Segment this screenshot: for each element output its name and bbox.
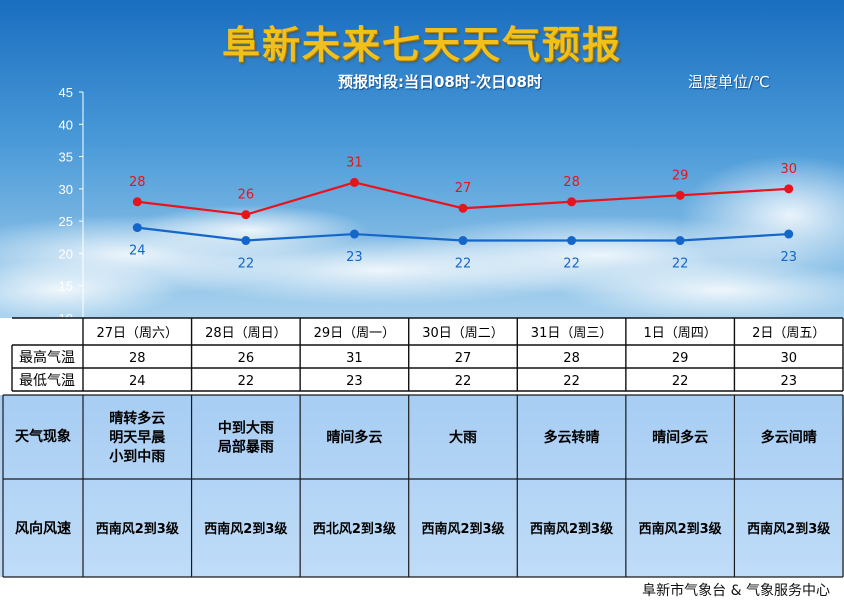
high-temp-row-label: 最高气温 [19, 349, 75, 366]
high-temp-point [349, 177, 359, 187]
day-header: 27日（周六） [97, 326, 179, 341]
high-temp-cell: 26 [238, 351, 255, 366]
y-tick-label: 45 [59, 85, 73, 100]
wind-description: 西南风2到3级 [530, 521, 614, 537]
weather-row-label: 天气现象 [15, 428, 71, 445]
high-temp-cell: 31 [346, 351, 363, 366]
weather-description: 多云转晴 [544, 429, 600, 446]
cloud-shape [0, 260, 180, 320]
low-temp-point [675, 236, 685, 246]
low-temp-data-label: 22 [672, 257, 689, 272]
low-temp-point [132, 223, 142, 233]
weather-description: 大雨 [449, 429, 477, 446]
y-tick-label: 30 [59, 182, 73, 197]
forecast-period: 预报时段:当日08时-次日08时 [338, 73, 542, 91]
high-temp-point [458, 203, 468, 213]
low-temp-data-label: 24 [129, 244, 146, 259]
high-temp-point [567, 197, 577, 207]
low-temp-data-label: 22 [563, 257, 580, 272]
weather-description: 明天早晨 [109, 430, 166, 446]
low-temp-point [784, 229, 794, 239]
day-header: 31日（周三） [531, 326, 613, 341]
page-title: 阜新未来七天天气预报 [221, 22, 622, 67]
day-header: 29日（周一） [314, 326, 396, 341]
high-temp-cell: 30 [780, 351, 797, 366]
day-header: 1日（周四） [644, 326, 717, 341]
weather-description: 局部暴雨 [218, 439, 274, 456]
temperature-table-background [0, 318, 844, 392]
high-temp-data-label: 28 [563, 175, 580, 190]
low-temp-point [567, 236, 577, 246]
high-temp-cell: 28 [129, 351, 146, 366]
weather-description: 中到大雨 [218, 420, 274, 437]
day-header: 2日（周五） [752, 326, 825, 341]
high-temp-data-label: 26 [238, 188, 255, 203]
y-tick-label: 20 [59, 246, 73, 261]
day-header: 30日（周二） [422, 326, 504, 341]
high-temp-data-label: 30 [780, 162, 797, 177]
high-temp-cell: 29 [672, 351, 689, 366]
low-temp-cell: 23 [780, 374, 797, 389]
low-temp-data-label: 22 [455, 257, 472, 272]
wind-description: 西南风2到3级 [747, 521, 831, 537]
weather-description: 晴转多云 [109, 410, 165, 427]
weather-description: 晴间多云 [326, 429, 382, 446]
wind-description: 西南风2到3级 [421, 521, 505, 537]
high-temp-data-label: 28 [129, 175, 146, 190]
weather-table-background [0, 395, 844, 577]
high-temp-point [241, 210, 251, 220]
cloud-shape [560, 260, 844, 320]
cloud-shape [680, 155, 844, 275]
wind-description: 西南风2到3级 [204, 521, 288, 537]
high-temp-data-label: 27 [455, 181, 472, 196]
low-temp-cell: 22 [672, 374, 689, 389]
high-temp-cell: 27 [455, 351, 472, 366]
high-temp-data-label: 29 [672, 168, 689, 183]
low-temp-cell: 24 [129, 374, 146, 389]
y-tick-label: 25 [59, 214, 73, 229]
weather-description: 小到中雨 [109, 448, 165, 465]
high-temp-point [784, 184, 794, 194]
issuer-credit: 阜新市气象台 & 气象服务中心 [642, 583, 830, 599]
weather-description: 晴间多云 [652, 429, 708, 446]
y-tick-label: 15 [59, 279, 73, 294]
high-temp-point [132, 197, 142, 207]
low-temp-row-label: 最低气温 [19, 373, 75, 389]
low-temp-cell: 22 [455, 374, 472, 389]
low-temp-data-label: 23 [780, 250, 797, 265]
low-temp-point [458, 236, 468, 246]
low-temp-cell: 23 [346, 374, 363, 389]
wind-description: 西北风2到3级 [313, 521, 397, 537]
weather-description: 多云间晴 [761, 429, 817, 446]
low-temp-cell: 22 [238, 374, 255, 389]
low-temp-cell: 22 [563, 374, 580, 389]
y-tick-label: 35 [59, 150, 73, 165]
high-temp-cell: 28 [563, 351, 580, 366]
low-temp-data-label: 22 [238, 257, 255, 272]
high-temp-point [675, 190, 685, 200]
high-temp-data-label: 31 [346, 155, 363, 170]
cloud-shape [130, 205, 370, 255]
low-temp-point [241, 236, 251, 246]
low-temp-data-label: 23 [346, 250, 363, 265]
y-tick-label: 40 [59, 117, 73, 132]
wind-description: 西南风2到3级 [96, 521, 180, 537]
wind-row-label: 风向风速 [15, 520, 71, 537]
low-temp-point [349, 229, 359, 239]
temperature-unit: 温度单位/℃ [688, 73, 770, 91]
day-header: 28日（周日） [205, 326, 287, 341]
wind-description: 西南风2到3级 [639, 521, 723, 537]
